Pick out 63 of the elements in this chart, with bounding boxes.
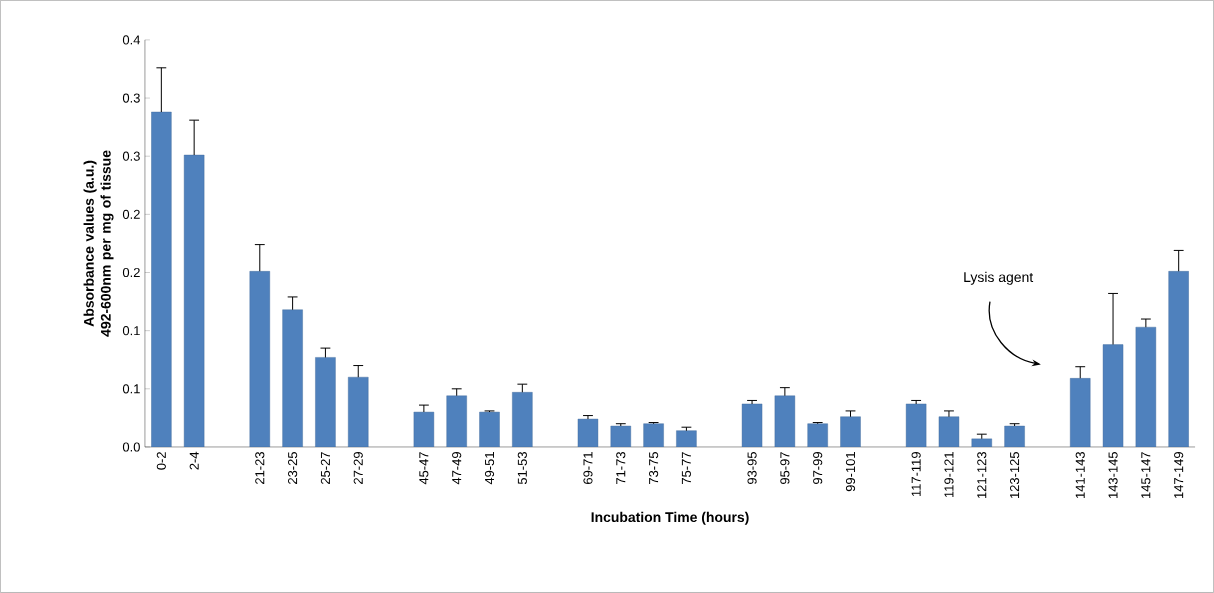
bar (315, 357, 336, 448)
bar (643, 423, 664, 448)
x-tick-label: 121-123 (977, 452, 987, 499)
bar (446, 395, 467, 448)
x-tick-label: 143-145 (1108, 452, 1118, 499)
x-tick-label: 123-125 (1010, 452, 1020, 499)
bar (938, 416, 960, 448)
bar (512, 392, 533, 448)
bar (1102, 344, 1124, 448)
bar (1070, 378, 1091, 448)
bar (905, 403, 927, 448)
x-tick-label: 21-23 (255, 452, 265, 484)
bar (282, 309, 303, 448)
x-tick-label: 73-75 (649, 452, 659, 484)
y-tick-label: 0.0 (122, 442, 140, 452)
x-tick-label: 147-149 (1174, 452, 1184, 499)
x-tick-label: 95-97 (780, 452, 790, 485)
bar (249, 271, 270, 448)
y-tick-label: 0.2 (122, 267, 140, 278)
y-tick-label: 0.1 (122, 326, 140, 336)
x-tick-label: 23-25 (288, 452, 298, 484)
x-tick-label: 51-53 (517, 452, 527, 485)
x-tick-label: 97-99 (813, 452, 823, 485)
y-tick-label: 0.3 (122, 93, 140, 103)
x-tick-label: 75-77 (681, 452, 691, 484)
bar (1004, 425, 1025, 448)
bar (610, 425, 631, 448)
x-tick-label: 117-119 (911, 452, 921, 497)
x-tick-label: 71-73 (616, 452, 626, 484)
x-tick-label: 119-121 (944, 452, 954, 498)
x-tick-label: 25-27 (320, 452, 331, 484)
x-tick-label: 99-101 (845, 452, 856, 492)
x-tick-label: 145-147 (1141, 452, 1151, 499)
x-tick-label: 93-95 (747, 452, 757, 485)
annotation: Lysis agent (964, 271, 1034, 285)
y-tick-label: 0.2 (122, 209, 140, 219)
y-tick-label: 0.3 (122, 151, 140, 161)
x-tick-label: 141-143 (1075, 452, 1085, 499)
x-tick-label: 0-2 (156, 452, 166, 470)
x-axis-title: Incubation Time (hours) (591, 511, 749, 525)
bar (741, 403, 763, 448)
x-tick-label: 2-4 (189, 451, 199, 470)
bar (348, 377, 369, 448)
bar (413, 411, 435, 448)
y-tick-label: 0.4 (122, 35, 141, 45)
bar (479, 411, 500, 448)
bar (183, 154, 205, 448)
y-tick-label: 0.1 (122, 384, 140, 394)
x-tick-label: 49-51 (484, 452, 495, 485)
bar (971, 438, 992, 448)
bar (151, 111, 172, 448)
bar (1135, 327, 1157, 448)
bar (774, 395, 796, 448)
x-tick-label: 47-49 (452, 452, 462, 485)
x-tick-label: 27-29 (353, 452, 363, 484)
bar (577, 418, 599, 448)
bar (676, 430, 697, 448)
x-tick-label: 45-47 (419, 452, 429, 485)
y-axis-title: Absorbance values (a.u.) 492-600nm per mg of tissue (83, 150, 114, 337)
bar (840, 416, 861, 448)
bar (807, 423, 828, 448)
bar (1168, 271, 1189, 448)
x-tick-label: 69-71 (583, 452, 593, 484)
